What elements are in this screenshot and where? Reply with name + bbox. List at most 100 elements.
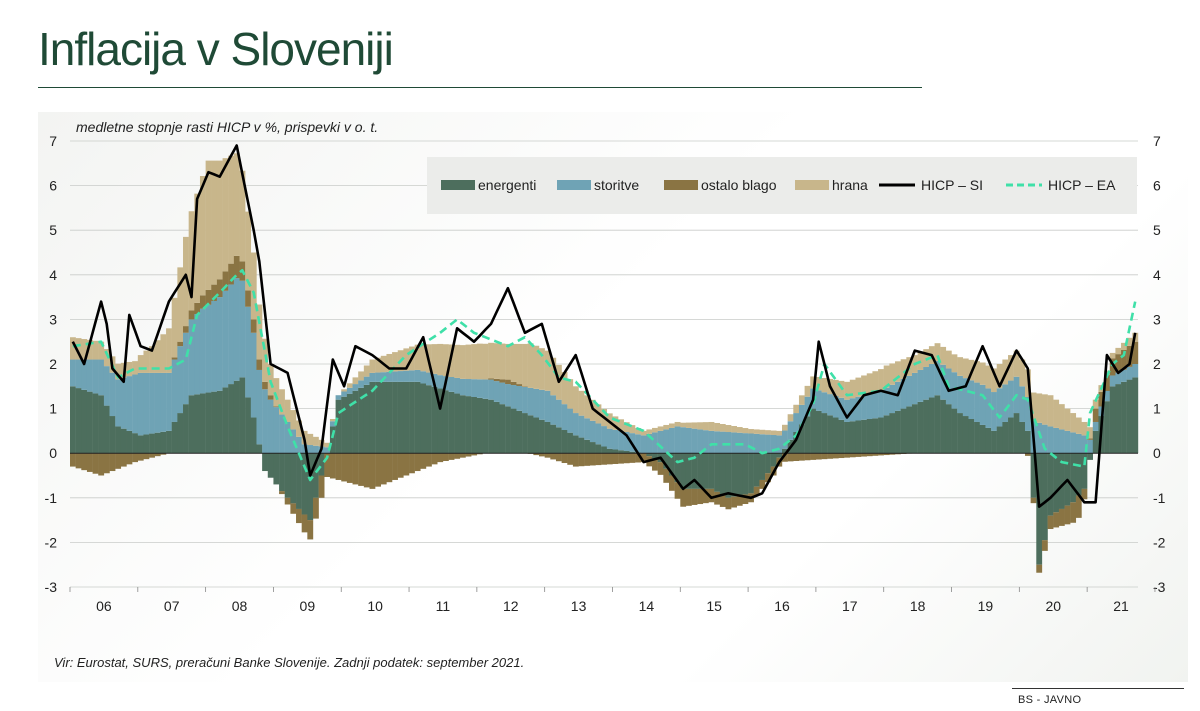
bar-energenti <box>623 450 630 454</box>
bar-energenti <box>510 408 517 454</box>
bar-storitve <box>793 413 800 433</box>
bar-hrana <box>437 343 444 376</box>
bar-energenti <box>940 399 947 454</box>
bar-hrana <box>578 390 585 416</box>
bar-storitve <box>968 380 975 420</box>
bar-hrana <box>793 404 800 414</box>
bar-energenti <box>488 399 495 454</box>
bar-storitve <box>454 377 461 394</box>
bar-energenti <box>81 389 88 454</box>
bar-storitve <box>572 413 579 436</box>
bar-storitve <box>827 394 834 416</box>
bar-hrana <box>985 365 992 389</box>
bar-storitve <box>962 378 969 417</box>
bar-energenti <box>103 405 110 454</box>
bar-hrana <box>510 343 517 382</box>
bar-ostalo_blago <box>380 453 387 485</box>
bar-storitve <box>222 290 229 388</box>
bar-storitve <box>307 445 314 454</box>
bar-hrana <box>782 424 788 431</box>
bar-energenti <box>409 381 415 454</box>
bar-energenti <box>782 448 788 454</box>
bar-ostalo_blago <box>685 488 692 506</box>
bar-energenti <box>1075 453 1082 496</box>
bar-storitve <box>889 384 896 414</box>
bar-hrana <box>471 344 478 380</box>
bar-ostalo_blago <box>454 453 461 459</box>
bar-energenti <box>951 408 958 454</box>
bar-energenti <box>437 388 444 454</box>
bar-ostalo_blago <box>798 453 805 461</box>
bar-ostalo_blago <box>1098 391 1105 407</box>
bar-energenti <box>680 453 687 489</box>
bar-ostalo_blago <box>324 453 331 477</box>
bar-storitve <box>273 407 280 454</box>
bar-ostalo_blago <box>550 453 557 460</box>
bar-hrana <box>211 160 218 285</box>
bar-hrana <box>1075 417 1082 434</box>
bar-energenti <box>572 435 579 454</box>
bar-hrana <box>539 348 545 390</box>
bar-energenti <box>567 432 574 454</box>
bar-energenti <box>550 424 557 454</box>
bar-energenti <box>442 390 449 454</box>
bar-ostalo_blago <box>516 384 523 386</box>
bar-hrana <box>126 361 133 377</box>
bar-storitve <box>205 304 212 393</box>
bar-storitve <box>618 430 624 451</box>
y-tick-label-right: 5 <box>1153 222 1161 238</box>
bar-energenti <box>177 413 184 454</box>
bar-hrana <box>1019 359 1026 387</box>
legend-label: hrana <box>832 177 868 193</box>
bar-hrana <box>205 160 212 290</box>
legend: energenti storitve ostalo blago hrana HICP –… <box>427 157 1137 214</box>
bar-hrana <box>1070 413 1077 433</box>
bar-hrana <box>482 343 489 380</box>
bar-ostalo_blago <box>883 453 890 456</box>
bar-storitve <box>731 432 737 454</box>
y-tick-label-left: -1 <box>45 490 58 506</box>
axes: -3 -3-2 -2-1 -10 01 12 23 34 45 56 67 706 07 08 09 10 11… <box>45 133 1166 614</box>
bar-storitve <box>934 361 941 396</box>
bar-hrana <box>623 422 630 433</box>
bar-ostalo_blago <box>787 453 794 462</box>
bar-storitve <box>143 372 150 435</box>
bar-energenti <box>917 401 924 454</box>
bar-ostalo_blago <box>211 284 218 301</box>
bar-hrana <box>567 379 574 409</box>
bar-storitve <box>1070 432 1077 454</box>
bar-energenti <box>895 410 901 454</box>
bar-ostalo_blago <box>561 453 568 464</box>
bar-storitve <box>872 392 879 419</box>
bar-hrana <box>844 381 851 400</box>
bar-hrana <box>652 427 658 433</box>
bar-storitve <box>821 392 828 414</box>
bar-hrana <box>352 377 359 385</box>
legend-swatch <box>664 180 698 190</box>
bar-hrana <box>115 363 122 380</box>
bar-ostalo_blago <box>143 453 150 460</box>
bar-ostalo_blago <box>273 406 280 408</box>
bar-hrana <box>1064 408 1071 431</box>
bar-storitve <box>137 372 144 436</box>
bar-storitve <box>798 404 805 425</box>
bar-storitve <box>878 390 884 418</box>
bar-hrana <box>296 420 302 437</box>
bar-hrana <box>188 211 195 311</box>
x-tick-label: 07 <box>164 598 180 614</box>
legend-label: storitve <box>594 177 639 193</box>
bar-hrana <box>640 430 647 436</box>
bar-storitve <box>166 372 172 431</box>
bar-ostalo_blago <box>307 520 314 540</box>
bar-ostalo_blago <box>329 453 336 479</box>
bar-hrana <box>312 436 319 446</box>
bar-energenti <box>120 428 127 454</box>
bar-storitve <box>714 431 721 454</box>
bar-storitve <box>697 429 704 454</box>
bar-hrana <box>1053 399 1060 428</box>
bar-storitve <box>98 359 105 396</box>
bar-energenti <box>1132 377 1139 454</box>
bar-energenti <box>205 392 212 454</box>
bar-storitve <box>1058 429 1065 454</box>
bar-hrana <box>1104 370 1110 376</box>
